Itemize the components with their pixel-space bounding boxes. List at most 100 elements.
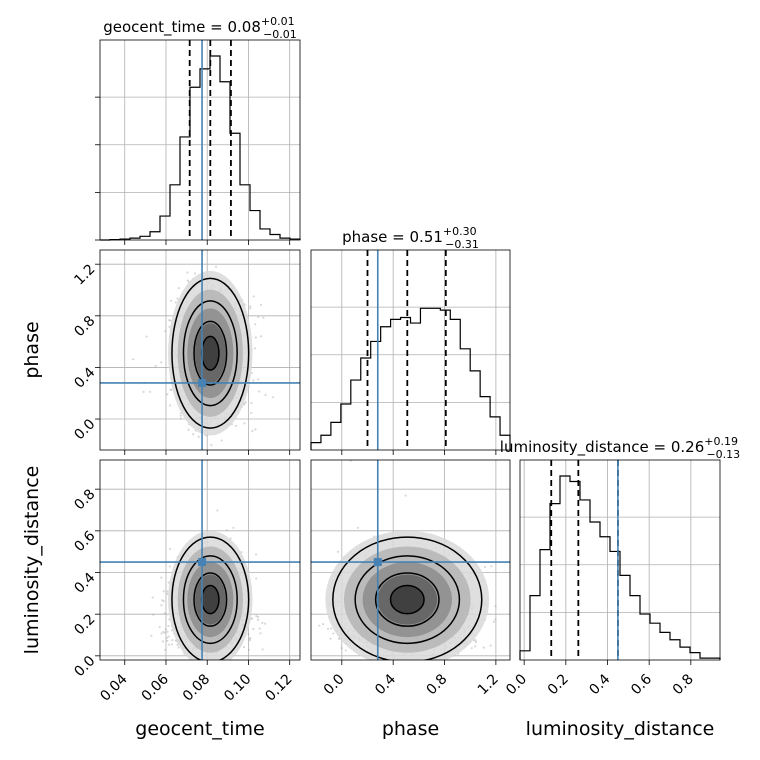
sample-point [249, 637, 252, 640]
sample-point [166, 590, 169, 593]
sample-point [162, 630, 165, 633]
panel-frame [310, 249, 511, 451]
sample-point [164, 330, 167, 333]
sample-point [256, 618, 260, 622]
sample-point [132, 358, 135, 361]
sample-point [254, 336, 257, 339]
histogram-luminosity_distance [519, 475, 721, 660]
truth-marker [373, 558, 382, 567]
sample-point [225, 529, 228, 532]
sample-point [249, 305, 252, 308]
contour-line [182, 555, 238, 645]
sample-point [322, 622, 325, 626]
x-tick-label: 0.06 [139, 671, 172, 704]
panel-2d-phase-luminosity_distance [310, 459, 511, 665]
sample-point [329, 637, 332, 640]
sample-point [257, 378, 260, 381]
x-axis-label-geocent_time: geocent_time [135, 718, 264, 740]
sample-point [474, 641, 478, 644]
sample-point [474, 645, 477, 648]
sample-point [216, 509, 219, 512]
sample-point [259, 632, 262, 635]
contour-line [193, 572, 228, 627]
y-tick-label: 0.2 [71, 611, 98, 638]
sample-point [192, 433, 195, 436]
sample-point [160, 576, 163, 579]
sample-point [248, 637, 251, 641]
histogram-phase [310, 307, 511, 450]
y-tick-label: 0.0 [71, 653, 98, 680]
title-text: geocent_time = 0.08+0.01 −0.01 [103, 15, 297, 41]
x-tick-label: 0.2 [545, 671, 572, 698]
sample-point [258, 627, 261, 630]
sample-point [251, 429, 254, 433]
sample-point [250, 401, 253, 405]
sample-point [168, 618, 171, 621]
sample-point [494, 618, 497, 621]
sample-point [148, 390, 152, 393]
sample-point [232, 526, 235, 529]
sample-point [168, 547, 172, 550]
sample-point [164, 628, 167, 631]
title-text: phase = 0.51+0.30 −0.31 [342, 225, 479, 251]
sample-point [177, 646, 180, 649]
sample-point [176, 297, 179, 300]
truth-marker [198, 378, 207, 387]
sample-point [249, 307, 252, 310]
y-axis-label-phase: phase [21, 321, 43, 378]
sample-point [244, 401, 247, 404]
sample-point [261, 648, 264, 651]
sample-point [162, 600, 165, 603]
sample-point [332, 632, 335, 635]
y-tick-label: 0.0 [71, 416, 98, 443]
sample-point [152, 613, 155, 616]
sample-point [254, 323, 257, 326]
sample-point [482, 646, 485, 649]
density-fill [201, 336, 219, 371]
x-tick-label: 0.8 [670, 671, 697, 698]
sample-point [168, 319, 171, 322]
panel-content [100, 460, 300, 660]
contour-line [332, 536, 483, 660]
sample-point [259, 303, 263, 307]
panel-frame [99, 249, 301, 451]
density-fill [390, 585, 425, 614]
x-axis-label-phase: phase [382, 718, 439, 740]
x-tick-label: 0.12 [262, 671, 295, 704]
sample-point [186, 279, 189, 282]
panel-content [100, 250, 300, 450]
sample-point [145, 335, 148, 338]
sample-point [257, 615, 260, 619]
sample-point [151, 596, 154, 599]
x-tick-label: 0.08 [180, 671, 213, 704]
sample-point [272, 396, 275, 399]
panel-hist-phase: phase = 0.51+0.30 −0.31 [310, 225, 511, 455]
sample-point [259, 335, 263, 338]
sample-point [163, 631, 166, 634]
sample-point [158, 625, 161, 629]
sample-point [170, 388, 173, 391]
sample-point [250, 411, 253, 414]
sample-point [254, 428, 257, 431]
panel-frame [99, 39, 301, 241]
sample-point [255, 614, 258, 618]
sample-point [344, 649, 347, 652]
axis-labels: geocent_time phase luminosity_distancephas… [21, 321, 714, 740]
sample-point [220, 439, 223, 442]
sample-point [160, 604, 163, 607]
x-tick-label: 0.4 [372, 671, 399, 698]
sample-point [258, 390, 261, 393]
sample-point [193, 272, 196, 275]
contour-line [171, 536, 250, 660]
sample-point [326, 627, 330, 630]
sample-point [349, 460, 352, 462]
contour-line [354, 555, 461, 645]
sample-point [167, 625, 170, 628]
sample-point [142, 390, 145, 393]
sample-point [242, 646, 246, 649]
x-tick-label: 0.0 [503, 671, 530, 698]
sample-point [336, 550, 340, 553]
panel-frame [310, 459, 511, 661]
sample-point [252, 379, 255, 382]
sample-point [254, 553, 258, 556]
